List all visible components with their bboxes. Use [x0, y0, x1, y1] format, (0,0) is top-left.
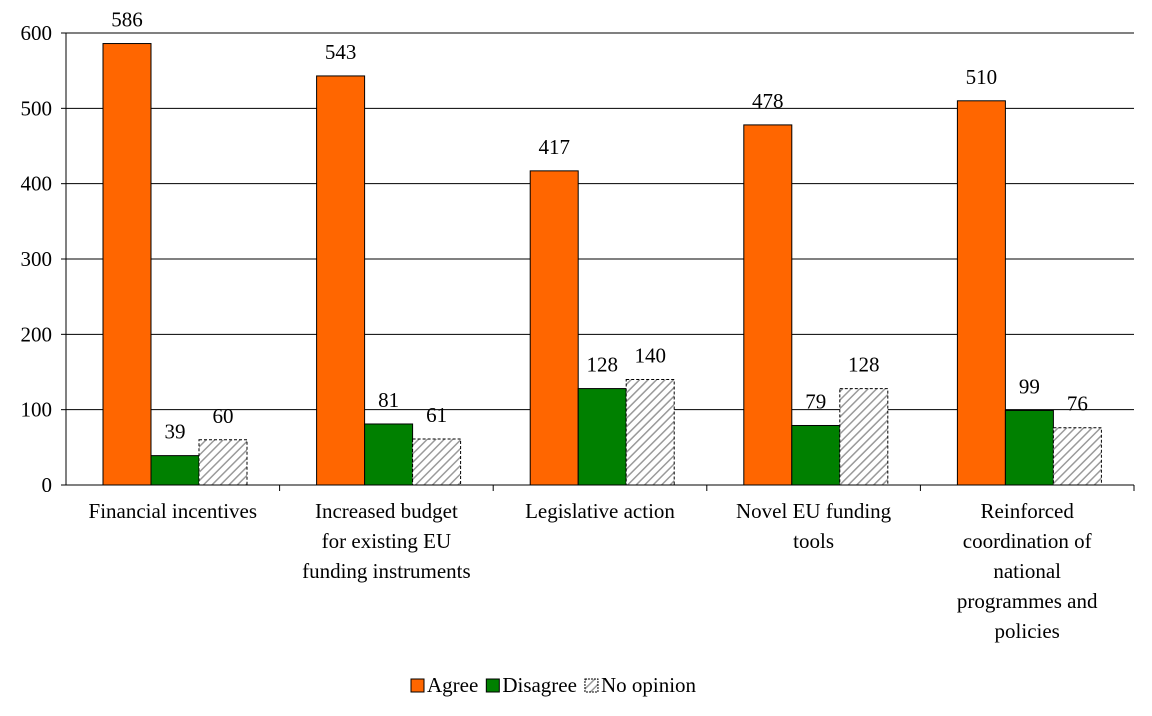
y-tick-label: 200: [21, 322, 53, 346]
x-category-label-line: Financial incentives: [89, 499, 258, 523]
x-category-label: Financial incentives: [89, 499, 258, 523]
data-label: 543: [325, 40, 357, 64]
x-category-label-line: funding instruments: [302, 559, 471, 583]
y-tick-label: 300: [21, 247, 53, 271]
x-category-label-line: national: [993, 559, 1061, 583]
data-label: 81: [378, 388, 399, 412]
data-label: 510: [966, 65, 998, 89]
y-tick-label: 600: [21, 21, 53, 45]
data-label: 140: [634, 344, 666, 368]
data-label: 79: [805, 389, 826, 413]
data-label: 128: [586, 353, 618, 377]
bar-no-opinion: [1052, 427, 1102, 486]
legend-label: No opinion: [601, 673, 697, 697]
bar-disagree: [150, 455, 200, 486]
legend-label: Disagree: [502, 673, 577, 697]
x-category-label-line: Novel EU funding: [736, 499, 892, 523]
data-label: 586: [111, 8, 143, 32]
data-label: 417: [538, 135, 570, 159]
x-category-label-line: coordination of: [963, 529, 1092, 553]
x-category-label-line: programmes and: [957, 589, 1098, 613]
bar-agree: [743, 124, 793, 486]
bar-agree: [102, 43, 152, 486]
x-category-label-line: policies: [995, 619, 1060, 643]
bar-disagree: [791, 424, 841, 486]
x-category-label: Legislative action: [525, 499, 675, 523]
bar-disagree: [1004, 409, 1054, 486]
bar-disagree: [364, 423, 414, 486]
bar-agree: [956, 100, 1006, 486]
bar-no-opinion: [839, 388, 889, 486]
bar-disagree: [577, 388, 627, 486]
legend-swatch-no-opinion: [584, 678, 599, 693]
y-tick-label: 0: [42, 473, 53, 497]
data-label: 128: [848, 353, 880, 377]
x-category-label-line: for existing EU: [322, 529, 451, 553]
data-labels: 586 39 60 543 81 61 417 128 140 478 79 128 510 99 76: [111, 8, 1088, 444]
data-label: 39: [165, 420, 186, 444]
bar-agree: [316, 75, 366, 486]
gridlines: [66, 32, 1134, 411]
axes: 0 100 200 300 400 500 600 Financial incentives I…: [21, 21, 1135, 643]
x-category-label: Increased budget for existing EU funding i…: [302, 499, 471, 583]
bar-no-opinion: [625, 379, 675, 486]
data-label: 60: [213, 404, 234, 428]
y-tick-label: 100: [21, 398, 53, 422]
legend-label: Agree: [427, 673, 478, 697]
x-category-label-line: tools: [793, 529, 834, 553]
bar-agree: [529, 170, 579, 486]
x-category-label-line: Reinforced: [981, 499, 1075, 523]
bars: [102, 43, 1102, 486]
y-tick-label: 500: [21, 96, 53, 120]
data-label: 76: [1067, 392, 1088, 416]
y-tick-label: 400: [21, 172, 53, 196]
legend: Agree Disagree No opinion: [410, 673, 697, 697]
bar-no-opinion: [412, 438, 462, 486]
data-label: 478: [752, 89, 784, 113]
bar-no-opinion: [198, 439, 248, 486]
legend-swatch-disagree: [485, 678, 500, 693]
legend-swatch-agree: [410, 678, 425, 693]
x-category-label: Reinforced coordination of national program…: [957, 499, 1098, 643]
x-category-label-line: Legislative action: [525, 499, 675, 523]
x-category-label-line: Increased budget: [315, 499, 458, 523]
data-label: 99: [1019, 374, 1040, 398]
data-label: 61: [426, 403, 447, 427]
x-category-label: Novel EU funding tools: [736, 499, 892, 553]
